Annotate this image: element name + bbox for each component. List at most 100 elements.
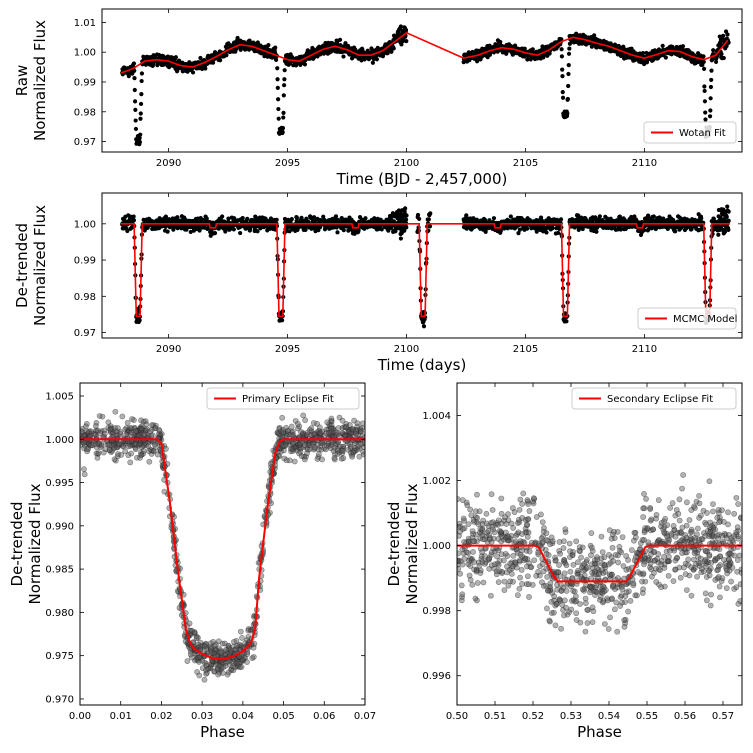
data-point — [188, 229, 193, 235]
chart-panel-primary: 0.00 0.01 0.02 0.03 0.04 0.05 0.06 0.070.9700.9… — [8, 382, 376, 741]
data-point — [345, 43, 351, 49]
x-tick-label: 2110 — [632, 344, 657, 355]
data-point — [689, 227, 694, 232]
data-point — [516, 231, 521, 236]
data-point — [386, 228, 391, 233]
data-point — [498, 39, 503, 45]
data-point — [642, 228, 647, 233]
data-point — [126, 73, 131, 79]
x-tick-label: 2100 — [394, 158, 419, 169]
data-point — [266, 43, 271, 48]
data-point — [245, 216, 250, 221]
data-point — [576, 213, 581, 218]
data-point — [280, 318, 285, 323]
data-point — [398, 215, 403, 220]
data-point — [567, 46, 572, 51]
data-point — [726, 227, 731, 232]
x-tick-label: 2090 — [156, 344, 181, 355]
legend: MCMC Model — [637, 307, 737, 330]
data-point — [133, 118, 138, 123]
data-point — [544, 230, 549, 235]
data-point — [282, 77, 287, 82]
x-tick-label: 2090 — [156, 158, 181, 169]
data-point — [699, 216, 704, 221]
data-point — [133, 126, 139, 132]
legend-label: MCMC Model — [673, 314, 737, 325]
data-point — [189, 627, 195, 634]
data-point — [93, 450, 100, 457]
data-point — [131, 214, 136, 219]
y-tick-label: 0.97 — [74, 328, 96, 339]
data-point — [517, 227, 523, 232]
data-point — [212, 231, 218, 236]
data-point — [275, 77, 280, 82]
data-point — [566, 83, 571, 89]
data-point — [131, 218, 137, 223]
data-point — [708, 108, 713, 113]
data-point — [138, 116, 143, 121]
data-point — [84, 448, 90, 455]
data-point — [524, 226, 530, 231]
data-point — [105, 419, 112, 426]
data-point — [576, 227, 581, 232]
fit-line — [121, 223, 730, 318]
data-point — [340, 455, 347, 462]
data-point — [123, 431, 129, 438]
data-point — [564, 319, 569, 324]
scatter-points — [120, 204, 731, 329]
x-axis-label: Time (days) — [377, 356, 467, 374]
data-point — [565, 111, 570, 116]
data-point — [400, 208, 405, 213]
data-point — [508, 214, 513, 219]
data-point — [99, 413, 106, 420]
data-point — [288, 423, 295, 430]
data-point — [335, 230, 340, 235]
data-point — [237, 628, 244, 635]
data-point — [393, 229, 398, 234]
data-point — [428, 211, 433, 216]
data-point — [139, 92, 144, 97]
data-point — [235, 35, 240, 41]
data-point — [558, 217, 564, 222]
data-point — [673, 229, 678, 234]
x-tick-label: 2095 — [275, 158, 300, 169]
data-point — [556, 230, 561, 236]
data-point — [724, 43, 729, 49]
y-tick-label: 1.00 — [74, 219, 96, 230]
data-point — [275, 66, 280, 71]
y-axis-label: Raw — [13, 65, 31, 97]
data-point — [185, 69, 190, 74]
data-point — [318, 446, 325, 453]
y-tick-label: 0.98 — [74, 107, 96, 118]
data-point — [717, 34, 722, 39]
data-point — [132, 87, 137, 93]
data-point — [403, 217, 409, 222]
data-point — [372, 216, 377, 221]
data-point — [426, 217, 431, 222]
data-point — [80, 440, 87, 446]
data-point — [132, 99, 138, 104]
data-point — [81, 466, 87, 473]
data-point — [282, 68, 287, 73]
data-point — [370, 60, 375, 65]
data-point — [567, 41, 572, 46]
chart-panel-raw: 2090 2095 2100 2105 21100.970.980.991.001.01… — [13, 8, 743, 188]
data-point — [398, 236, 403, 241]
data-point — [190, 70, 196, 75]
data-point — [701, 66, 707, 71]
data-point — [101, 430, 108, 437]
data-point — [301, 456, 308, 463]
legend-box — [643, 121, 737, 144]
axes-frame — [101, 192, 743, 339]
data-point — [88, 442, 95, 449]
data-point — [709, 77, 714, 83]
data-point — [560, 67, 565, 72]
data-point — [138, 101, 144, 107]
x-tick-label: 2100 — [394, 344, 419, 355]
data-point — [565, 96, 570, 102]
data-point — [475, 59, 480, 64]
data-point — [137, 318, 142, 323]
data-point — [282, 83, 287, 88]
data-point — [660, 43, 665, 48]
data-point — [427, 224, 433, 229]
